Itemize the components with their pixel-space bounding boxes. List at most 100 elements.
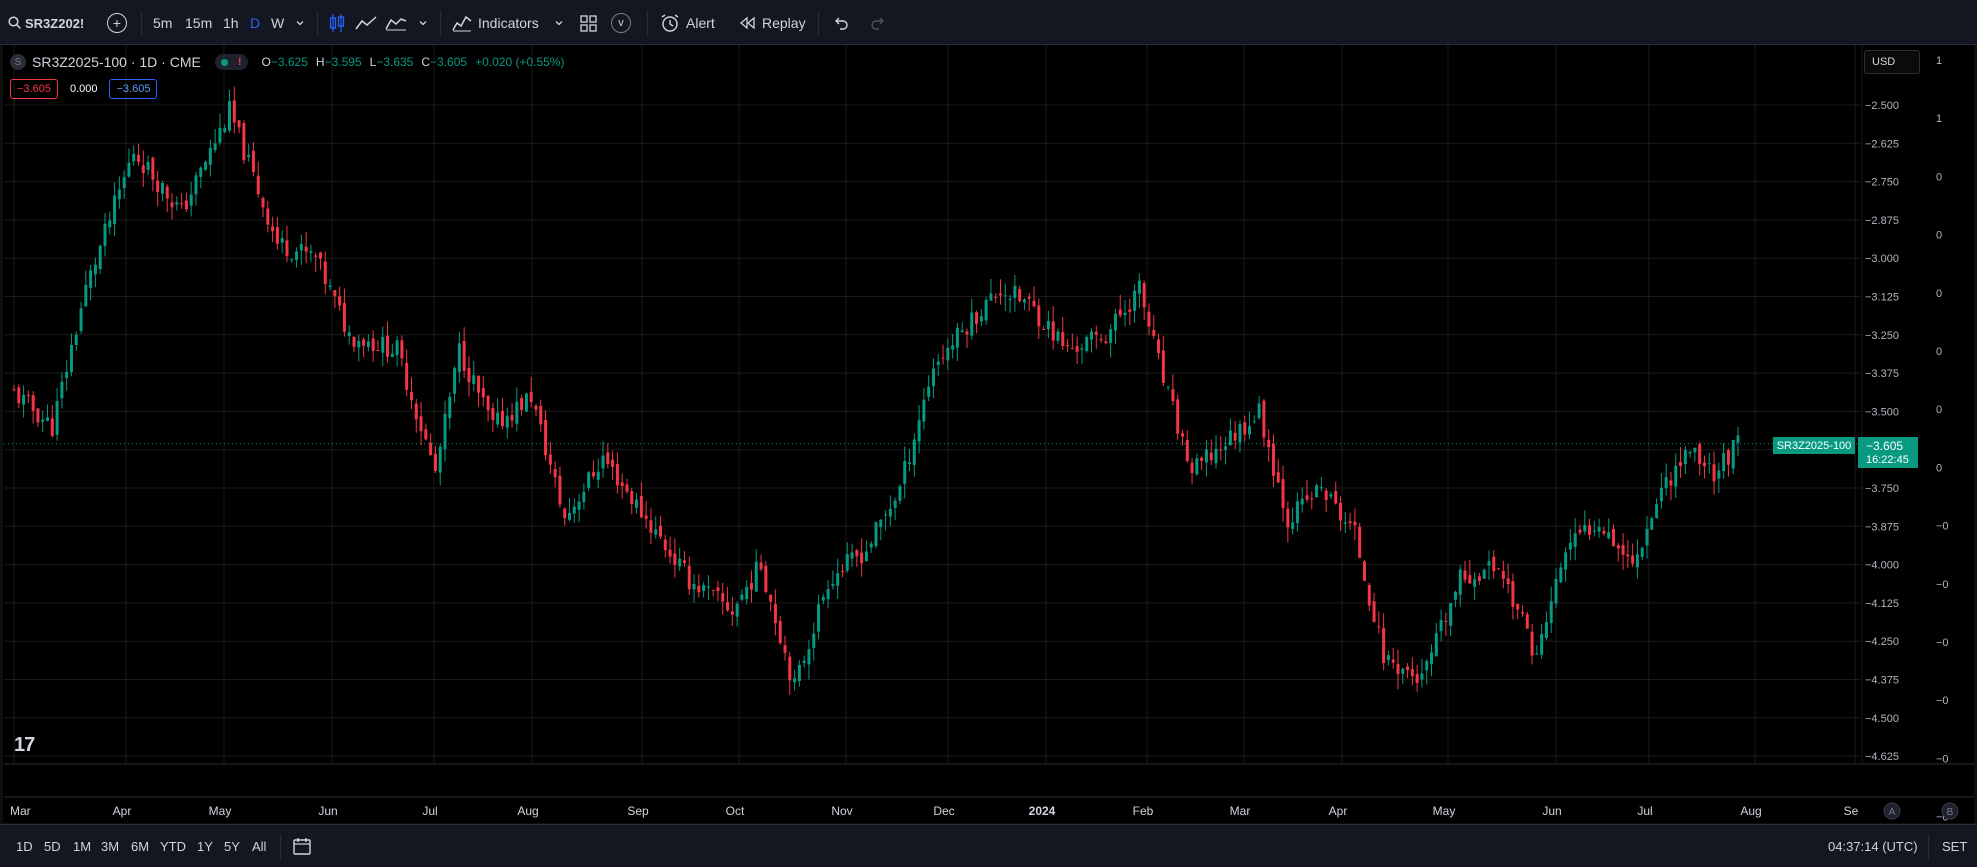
secondary-tick-label: −0 — [1936, 521, 1949, 533]
indicators-button[interactable]: Indicators — [452, 10, 539, 36]
candle-body — [309, 251, 313, 253]
candle-body — [93, 264, 97, 275]
symbol-search[interactable]: SR3Z202! — [8, 10, 84, 36]
alert-button[interactable]: Alert — [660, 10, 715, 36]
candle-body — [1396, 664, 1400, 674]
high-label: H — [315, 55, 325, 69]
secondary-tick-label: −0 — [1936, 812, 1949, 823]
range-1y[interactable]: 1Y — [197, 839, 213, 854]
y-tick-label: −4.250 — [1865, 636, 1899, 648]
sell-button[interactable]: −3.605 — [10, 79, 58, 99]
candle-body — [65, 371, 69, 379]
trade-badges: −3.605 0.000 −3.605 — [10, 79, 163, 99]
candle-body — [472, 375, 476, 385]
candle-body — [1147, 311, 1151, 327]
candle-body — [740, 594, 744, 600]
utc-clock[interactable]: 04:37:14 (UTC) — [1828, 839, 1918, 854]
session-selector[interactable]: SET — [1942, 839, 1968, 854]
market-status[interactable]: ! — [214, 54, 248, 70]
candle-body — [491, 408, 495, 420]
candle-body — [280, 238, 284, 243]
indicators-dropdown[interactable] — [554, 10, 564, 36]
symbol-title[interactable]: SR3Z2025-100 · 1D · CME — [32, 54, 201, 70]
candle-body — [1123, 312, 1127, 316]
x-tick-label: Jun — [318, 804, 337, 818]
candle-body — [1497, 568, 1501, 570]
timeframe-1h[interactable]: 1h — [223, 15, 239, 31]
range-5d[interactable]: 5D — [44, 839, 61, 854]
redo-button[interactable] — [869, 10, 887, 36]
buy-button[interactable]: −3.605 — [109, 79, 158, 99]
candle-body — [1406, 666, 1410, 671]
candle-body — [1568, 542, 1572, 550]
symbol-label: SR3Z202! — [25, 15, 85, 31]
candle-body — [1640, 547, 1644, 557]
candle-body — [1731, 440, 1735, 469]
candle-body — [778, 620, 782, 644]
currency-selector[interactable]: USD — [1864, 50, 1920, 74]
range-all[interactable]: All — [252, 839, 267, 854]
undo-button[interactable] — [832, 10, 850, 36]
candle-body — [1324, 490, 1328, 500]
candle-body — [630, 491, 634, 505]
candle-body — [812, 633, 816, 648]
tradingview-logo[interactable]: 17 — [14, 734, 35, 756]
compare-button[interactable]: + — [107, 10, 127, 36]
candle-body — [1679, 461, 1683, 466]
go-to-date-button[interactable] — [292, 836, 312, 859]
timeframe-w[interactable]: W — [271, 15, 285, 31]
candle-body — [1607, 532, 1611, 539]
candle-body — [912, 439, 916, 465]
chart-legend: S SR3Z2025-100 · 1D · CME ! O−3.625 H−3.… — [10, 52, 564, 72]
secondary-tick-label: 1 — [1936, 113, 1942, 125]
layouts-button[interactable] — [580, 10, 597, 36]
range-6m[interactable]: 6M — [131, 839, 150, 854]
candle-body — [1248, 426, 1252, 435]
y-tick-label: −3.375 — [1865, 368, 1899, 380]
range-1d[interactable]: 1D — [16, 839, 33, 854]
candle-body — [1391, 659, 1395, 663]
candle-body — [1315, 485, 1319, 498]
candle-body — [84, 284, 88, 307]
templates-button[interactable]: v — [611, 10, 631, 36]
x-tick-label: Jun — [1542, 804, 1561, 818]
chart-type-candles[interactable] — [329, 10, 345, 36]
candle-body — [146, 161, 150, 170]
candle-body — [1468, 575, 1472, 584]
price-chart[interactable]: −2.500 −2.625 −2.750 −2.875 −3.000 −3.125 −3.2… — [3, 45, 1974, 823]
timeframe-5m[interactable]: 5m — [153, 15, 173, 31]
range-ytd[interactable]: YTD — [160, 839, 186, 854]
candle-body — [1463, 570, 1467, 580]
timeframe-15m[interactable]: 15m — [185, 15, 213, 31]
candle-body — [568, 512, 572, 520]
candle-body — [12, 389, 16, 391]
candle-body — [1200, 457, 1204, 461]
candle-body — [1027, 296, 1031, 299]
candle-body — [318, 252, 322, 259]
range-3m[interactable]: 3M — [101, 839, 120, 854]
candle-body — [1353, 521, 1357, 526]
x-tick-label: Jul — [1637, 804, 1652, 818]
candle-body — [553, 469, 557, 478]
candle-body — [1104, 341, 1108, 344]
y-tick-label: −2.500 — [1865, 100, 1899, 112]
candle-body — [1420, 673, 1424, 680]
chart-panel[interactable]: −2.500 −2.625 −2.750 −2.875 −3.000 −3.125 −3.2… — [3, 45, 1974, 823]
candle-body — [869, 543, 873, 548]
candle-body — [1506, 578, 1510, 585]
chart-type-dropdown[interactable] — [418, 10, 428, 36]
chart-type-line[interactable] — [355, 10, 377, 36]
range-5y[interactable]: 5Y — [224, 839, 240, 854]
status-dot-icon — [220, 58, 228, 66]
candles-icon — [329, 14, 345, 32]
area-chart-icon — [385, 18, 407, 31]
replay-button[interactable]: Replay — [739, 10, 806, 36]
low-value: −3.635 — [376, 55, 414, 69]
timeframe-dropdown[interactable] — [295, 10, 305, 36]
range-1m[interactable]: 1M — [73, 839, 92, 854]
candle-body — [462, 340, 466, 371]
candle-body — [682, 560, 686, 564]
timeframe-d[interactable]: D — [250, 15, 261, 31]
chart-type-area[interactable] — [385, 10, 407, 36]
candle-body — [716, 587, 720, 592]
